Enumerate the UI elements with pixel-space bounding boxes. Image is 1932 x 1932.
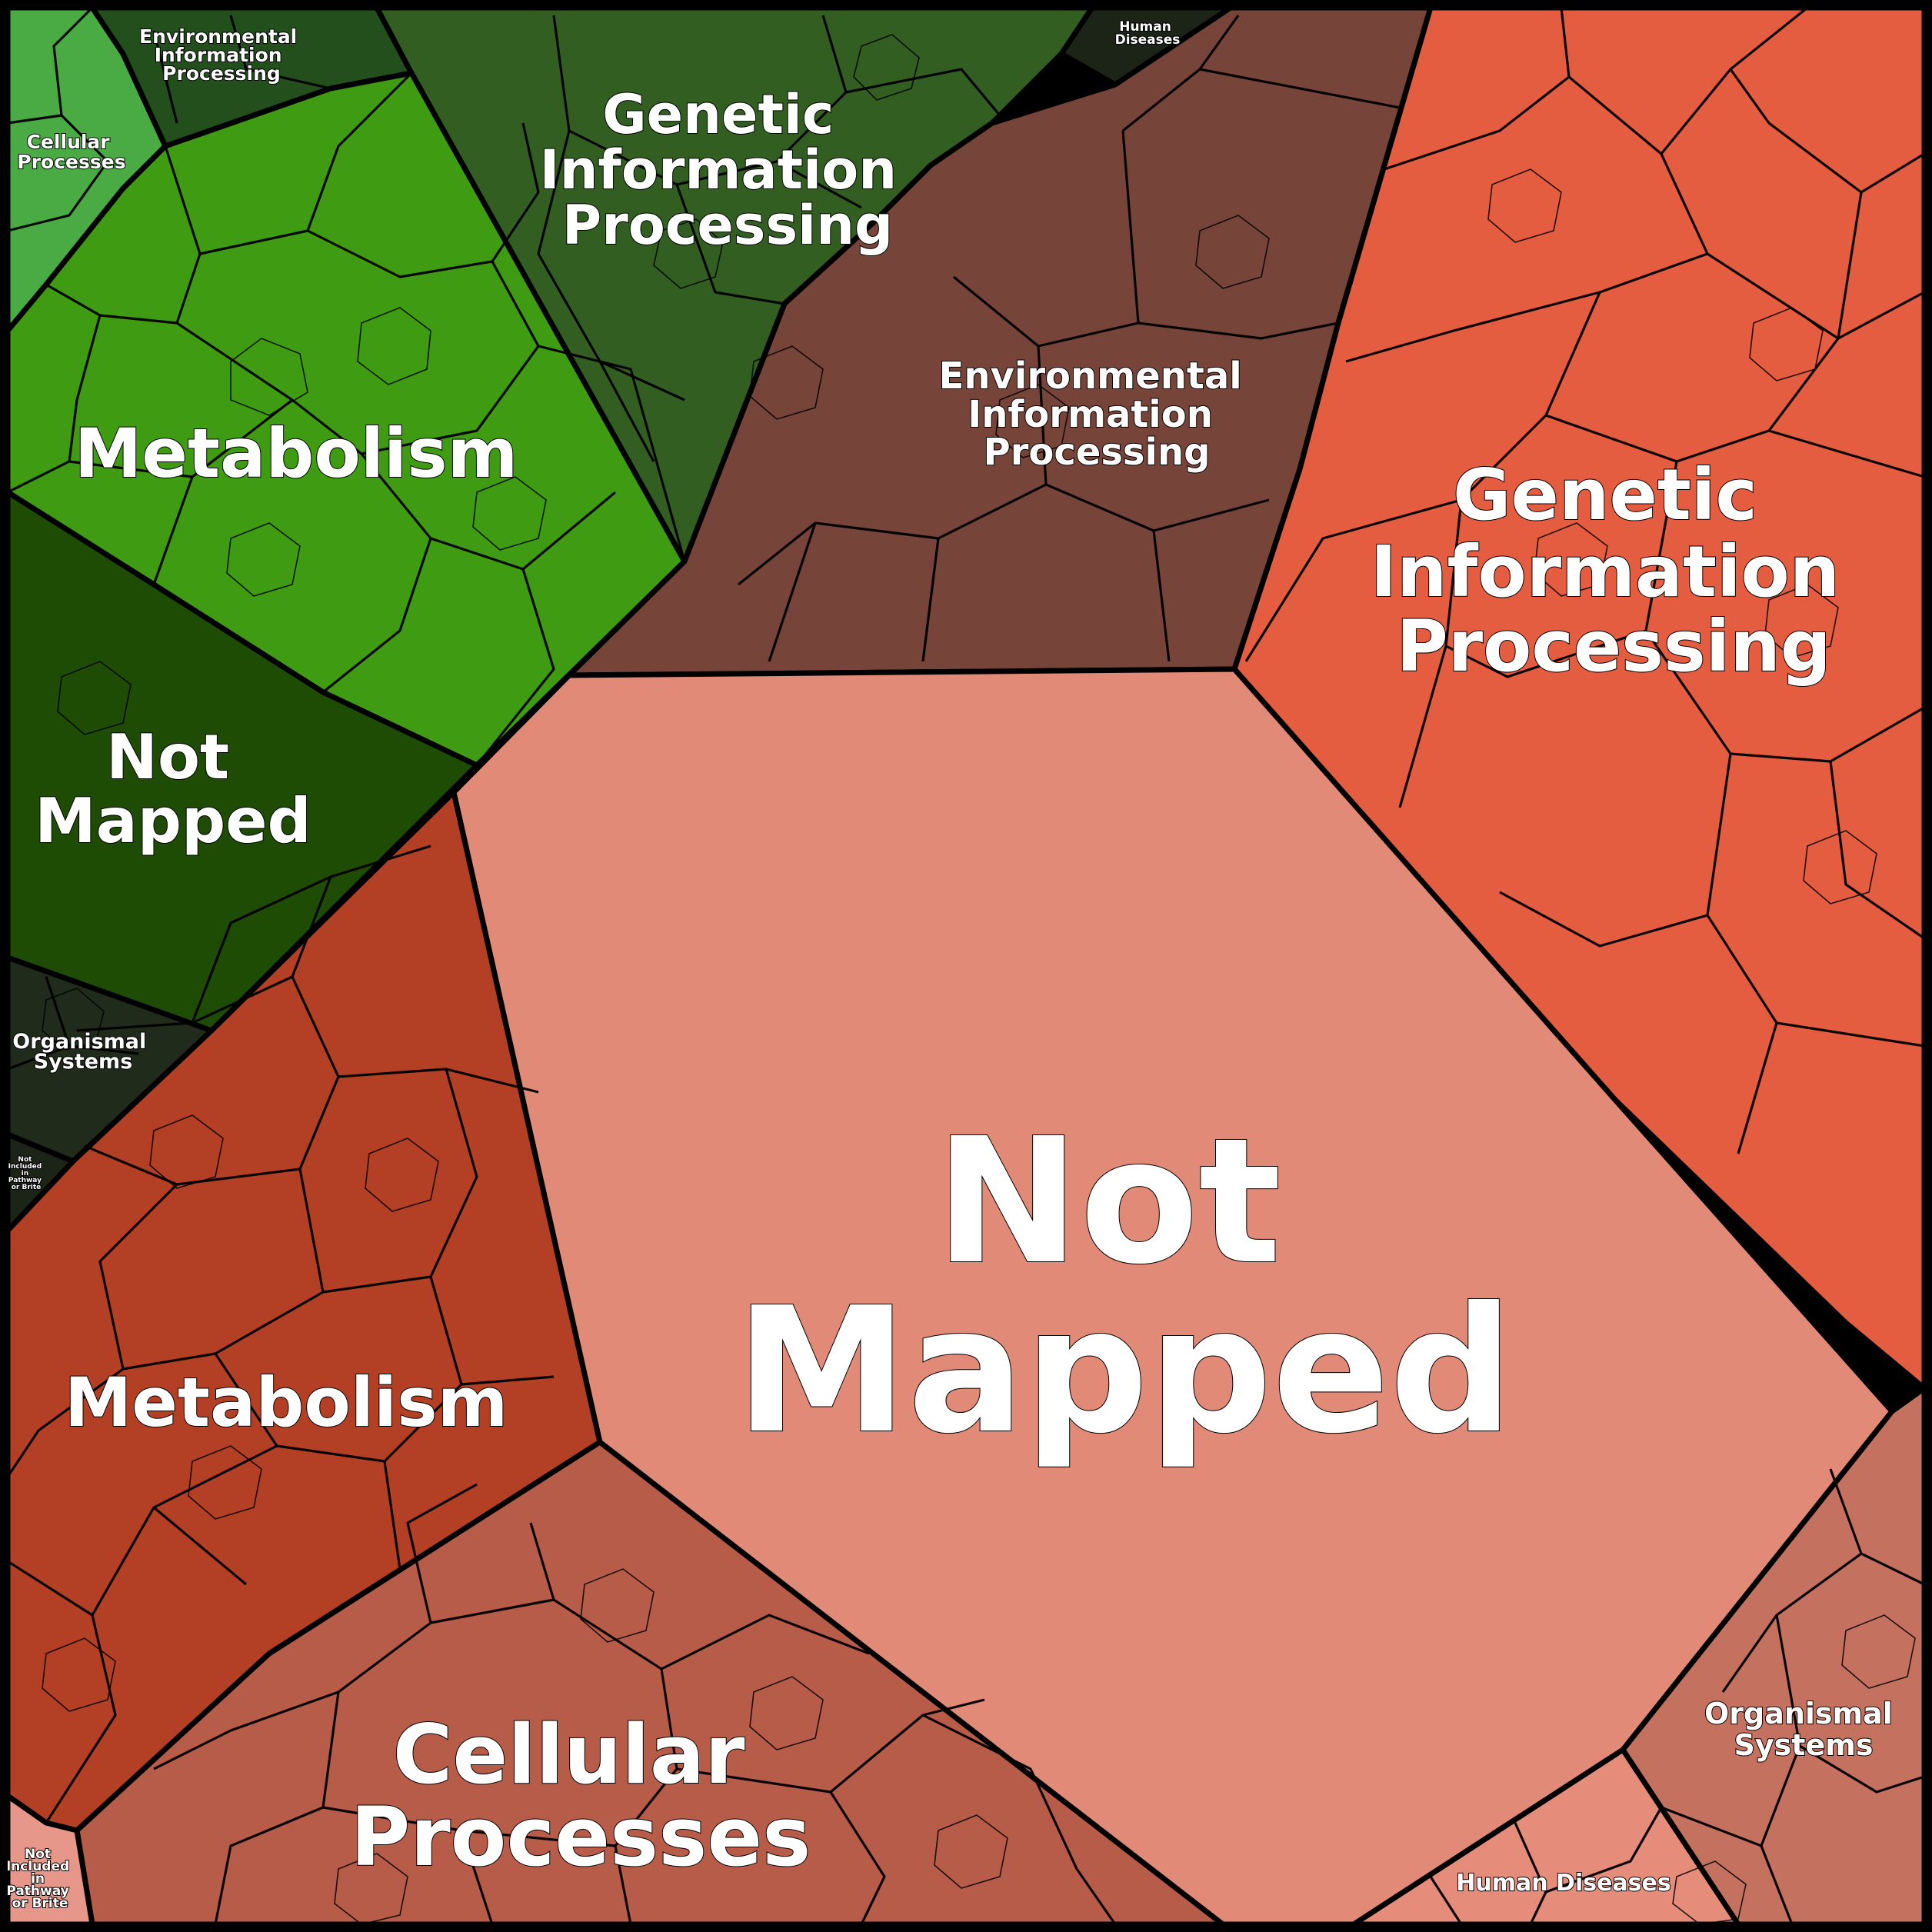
label-pink-human-diseases: Human Diseases (1456, 1870, 1671, 1897)
label-green-genetic-information-processing: Genetic Information Processing (540, 83, 916, 257)
label-brown-environmental-information-processing: Environmental Information Processing (939, 355, 1255, 474)
label-coral-genetic-information-processing: Genetic Information Processing (1371, 454, 1865, 688)
label-red-metabolism: Metabolism (65, 1363, 508, 1442)
label-green-not-included: Not Included in Pathway or Brite (8, 1156, 45, 1191)
label-green-metabolism: Metabolism (75, 414, 518, 493)
label-green-human-diseases: Human Diseases (1115, 19, 1181, 48)
region-salmon-not-mapped[interactable] (451, 666, 1895, 1927)
label-green-environmental-information-processing: Environmental Information Processing (139, 25, 304, 85)
sub-cell-boundaries (6, 6, 1925, 1925)
label-green-organismal-systems: Organismal Systems (12, 1030, 153, 1074)
region-labels: Environmental Information Processing Hum… (5, 18, 1903, 1912)
label-salmon-organismal-systems: Organismal Systems (1704, 1697, 1903, 1762)
label-salmon-not-mapped: Not Mapped (735, 1101, 1514, 1472)
label-pink-not-included: Not Included in Pathway or Brite (6, 1847, 74, 1911)
label-rust-cellular-processes: Cellular Processes (351, 1707, 811, 1884)
label-green-not-mapped: Not Mapped (35, 721, 311, 857)
label-green-cellular-processes: Cellular Processes (17, 131, 125, 173)
fine-cell-texture (42, 34, 1916, 1925)
